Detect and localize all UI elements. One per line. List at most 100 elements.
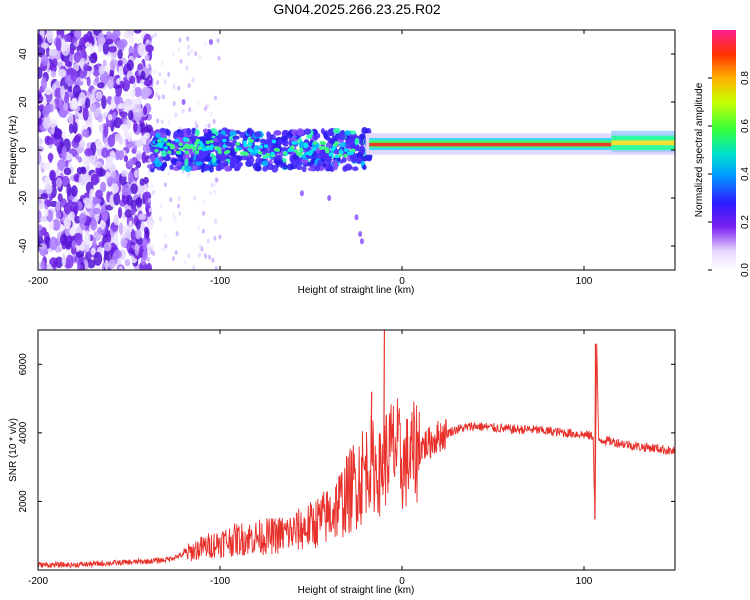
- heatmap-cell: [63, 102, 69, 111]
- heatmap-cell: [218, 234, 222, 240]
- heatmap-cell: [166, 142, 171, 146]
- heatmap-cell: [321, 141, 327, 146]
- heatmap-cell: [184, 150, 189, 155]
- heatmap-cell: [208, 146, 214, 151]
- heatmap-cell: [359, 238, 364, 245]
- heatmap-cell: [73, 135, 81, 144]
- heatmap-cell: [137, 43, 146, 57]
- heatmap-cell: [202, 199, 206, 205]
- heatmap-cell: [195, 154, 203, 161]
- heatmap-cell: [311, 147, 316, 152]
- heatmap-cell: [66, 183, 72, 197]
- heatmap-cell: [144, 226, 149, 235]
- heatmap-cell: [184, 158, 189, 167]
- spectrogram-y-axis-label: Frequency (Hz): [8, 116, 19, 185]
- heatmap-cell: [330, 147, 336, 152]
- heatmap-cell: [213, 181, 217, 187]
- heatmap-cell: [130, 87, 136, 99]
- heatmap-cell: [172, 51, 176, 57]
- heatmap-cell: [65, 254, 74, 269]
- heatmap-cell: [331, 135, 337, 142]
- heatmap-cell: [323, 132, 328, 140]
- heatmap-cell: [97, 114, 104, 123]
- heatmap-cell: [178, 142, 183, 147]
- heatmap-cell: [43, 208, 49, 217]
- heatmap-cell: [119, 123, 129, 131]
- y-tick-label: -40: [18, 238, 29, 253]
- figure-title: GN04.2025.266.23.25.R02: [273, 1, 441, 17]
- heatmap-cell: [53, 128, 62, 140]
- heatmap-cell: [48, 137, 55, 145]
- heatmap-cell: [273, 131, 282, 136]
- heatmap-cell: [40, 54, 49, 67]
- heatmap-cell: [140, 256, 146, 266]
- heatmap-cell: [207, 123, 211, 129]
- heatmap-cell: [303, 128, 312, 135]
- heatmap-cell: [175, 231, 179, 237]
- heatmap-cell: [38, 110, 41, 119]
- heatmap-cell: [322, 162, 327, 168]
- heatmap-cell: [144, 44, 154, 53]
- heatmap-cell: [108, 259, 116, 269]
- heatmap-cell: [147, 158, 151, 164]
- heatmap-cell: [194, 150, 200, 154]
- heatmap-cell: [146, 262, 152, 270]
- heatmap-cell: [182, 153, 190, 162]
- heatmap-cell: [158, 216, 162, 222]
- heatmap-cell: [150, 183, 154, 189]
- heatmap-cell: [205, 146, 211, 151]
- heatmap-cell: [177, 196, 181, 202]
- heatmap-cell: [163, 146, 168, 150]
- heatmap-cell: [179, 58, 183, 64]
- colorbar-tick-label: 0.0: [740, 263, 750, 277]
- heatmap-cell: [128, 158, 134, 167]
- heatmap-cell: [38, 151, 41, 165]
- heatmap-cell: [182, 145, 188, 149]
- heatmap-cell: [345, 138, 352, 145]
- y-tick-label: 2000: [18, 490, 29, 513]
- heatmap-cell: [326, 158, 332, 164]
- snr-x-axis: -200 -100 0 100: [28, 330, 593, 587]
- heatmap-cell: [138, 213, 147, 220]
- heatmap-cell: [203, 42, 207, 48]
- heatmap-cell: [117, 102, 126, 110]
- heatmap-cell: [134, 243, 140, 256]
- heatmap-cell: [159, 137, 164, 141]
- heatmap-cell: [173, 216, 177, 222]
- heatmap-cell: [177, 85, 181, 91]
- heatmap-cell: [290, 145, 295, 149]
- heatmap-cell: [249, 139, 254, 143]
- heatmap-cell: [189, 145, 195, 149]
- heatmap-cell: [55, 211, 62, 219]
- heatmap-cell: [137, 63, 144, 71]
- heatmap-cell: [208, 254, 212, 260]
- heatmap-cell: [98, 168, 106, 177]
- heatmap-cell: [101, 147, 109, 159]
- heatmap-cell: [362, 164, 367, 171]
- heatmap-cell: [282, 151, 288, 156]
- heatmap-cell: [109, 59, 116, 71]
- heatmap-cell: [175, 150, 181, 155]
- heatmap-cell: [160, 150, 167, 157]
- x-tick-label: 0: [399, 276, 405, 287]
- heatmap-cell: [277, 138, 283, 145]
- heatmap-cell: [96, 82, 105, 89]
- heatmap-cell: [191, 164, 199, 171]
- heatmap-cell: [128, 220, 133, 233]
- spectrogram-x-axis-label: Height of straight line (km): [298, 285, 415, 296]
- heatmap-cell: [266, 131, 271, 137]
- heatmap-cell: [158, 71, 162, 77]
- heatmap-cell: [291, 141, 296, 145]
- heatmap-cell: [258, 144, 264, 149]
- heatmap-cell: [176, 160, 182, 167]
- heatmap-cell: [49, 169, 56, 182]
- heatmap-cell: [98, 124, 104, 133]
- heatmap-cell: [195, 138, 200, 143]
- heatmap-cell: [102, 41, 110, 55]
- heatmap-cell: [199, 244, 203, 250]
- heatmap-cell: [235, 142, 241, 146]
- heatmap-cell: [232, 135, 240, 140]
- heatmap-cell: [48, 219, 54, 231]
- heatmap-cell: [186, 128, 192, 136]
- heatmap-cell: [46, 263, 53, 270]
